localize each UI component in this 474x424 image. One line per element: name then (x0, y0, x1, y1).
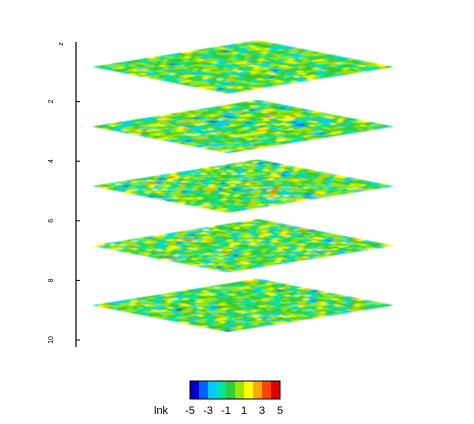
heatmap-slice (92, 99, 394, 154)
z-axis-ticks: 2 4 6 8 10 (48, 100, 80, 344)
heatmap-cell (382, 184, 394, 188)
colorbar-tick-labels: -5 -3 -1 1 3 5 (185, 405, 283, 417)
colorbar-tick-label: 3 (259, 405, 265, 417)
colorbar-cell (190, 381, 200, 399)
heatmap-slices (92, 40, 394, 333)
colorbar-tick-label: -5 (185, 405, 195, 417)
z-tick-label: 6 (48, 219, 55, 223)
colorbar-cells (190, 381, 281, 399)
colorbar-cell (262, 381, 272, 399)
z-axis-label: z (58, 42, 65, 46)
colorbar-cell (208, 381, 218, 399)
heatmap-cell (382, 125, 394, 128)
z-tick-label: 2 (48, 100, 55, 104)
heatmap-slice (92, 159, 394, 213)
colorbar-cell (244, 381, 254, 399)
heatmap-slice (92, 278, 394, 333)
z-tick-label: 4 (48, 159, 55, 163)
colorbar-tick-label: -1 (221, 405, 231, 417)
colorbar: lnk -5 -3 -1 1 3 5 (154, 380, 283, 417)
colorbar-tick-label: -3 (203, 405, 213, 417)
colorbar-cell (253, 381, 263, 399)
z-tick-label: 8 (48, 278, 55, 282)
colorbar-cell (271, 381, 281, 399)
colorbar-label: lnk (154, 405, 169, 417)
colorbar-cell (217, 381, 227, 399)
heatmap-cell (382, 65, 394, 69)
z-tick-label: 10 (48, 336, 55, 344)
colorbar-tick-label: 5 (277, 405, 283, 417)
z-axis: z 2 4 6 8 10 (48, 42, 80, 347)
colorbar-cell (235, 381, 245, 399)
colorbar-cell (199, 381, 209, 399)
colorbar-cell (226, 381, 236, 399)
colorbar-tick-label: 1 (241, 405, 247, 417)
heatmap-slice (92, 218, 394, 273)
heatmap-slice (92, 40, 394, 94)
